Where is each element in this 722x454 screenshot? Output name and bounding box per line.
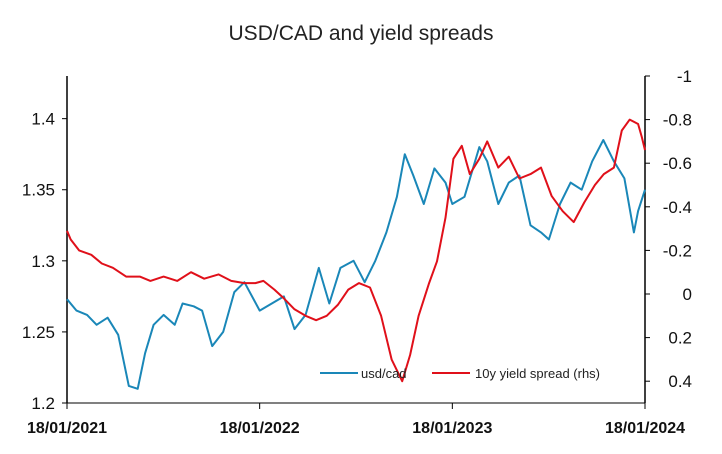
right-tick-label: -0.2 (663, 241, 692, 260)
axes: 1.2 1.25 1.3 1.35 1.4 -1 -0.8 -0.6 -0.4 -0.2 0 0.2 0… (22, 67, 692, 437)
legend: usd/cad 10y yield spread (rhs) (320, 366, 600, 381)
series-line-usd-cad (66, 139, 646, 390)
legend-label-usd-cad: usd/cad (361, 366, 407, 381)
right-tick-label: 0.2 (668, 329, 692, 348)
right-tick-label: 0 (683, 285, 692, 304)
right-tick-label: -0.4 (663, 198, 692, 217)
x-tick-label: 18/01/2024 (605, 420, 685, 437)
series-lines (66, 118, 646, 390)
x-tick-label: 18/01/2021 (27, 420, 107, 437)
right-tick-label: -1 (677, 67, 692, 86)
right-tick-label: -0.6 (663, 154, 692, 173)
right-tick-label: -0.8 (663, 111, 692, 130)
left-tick-label: 1.25 (22, 323, 55, 342)
legend-label-yield-spread: 10y yield spread (rhs) (475, 366, 600, 381)
chart-title: USD/CAD and yield spreads (229, 22, 494, 45)
series-line-yield-spread (66, 118, 646, 383)
left-tick-label: 1.2 (31, 394, 55, 413)
x-tick-label: 18/01/2023 (412, 420, 492, 437)
left-tick-label: 1.4 (31, 110, 55, 129)
left-tick-label: 1.3 (31, 252, 55, 271)
left-tick-label: 1.35 (22, 181, 55, 200)
x-tick-label: 18/01/2022 (220, 420, 300, 437)
right-tick-label: 0.4 (668, 372, 692, 391)
